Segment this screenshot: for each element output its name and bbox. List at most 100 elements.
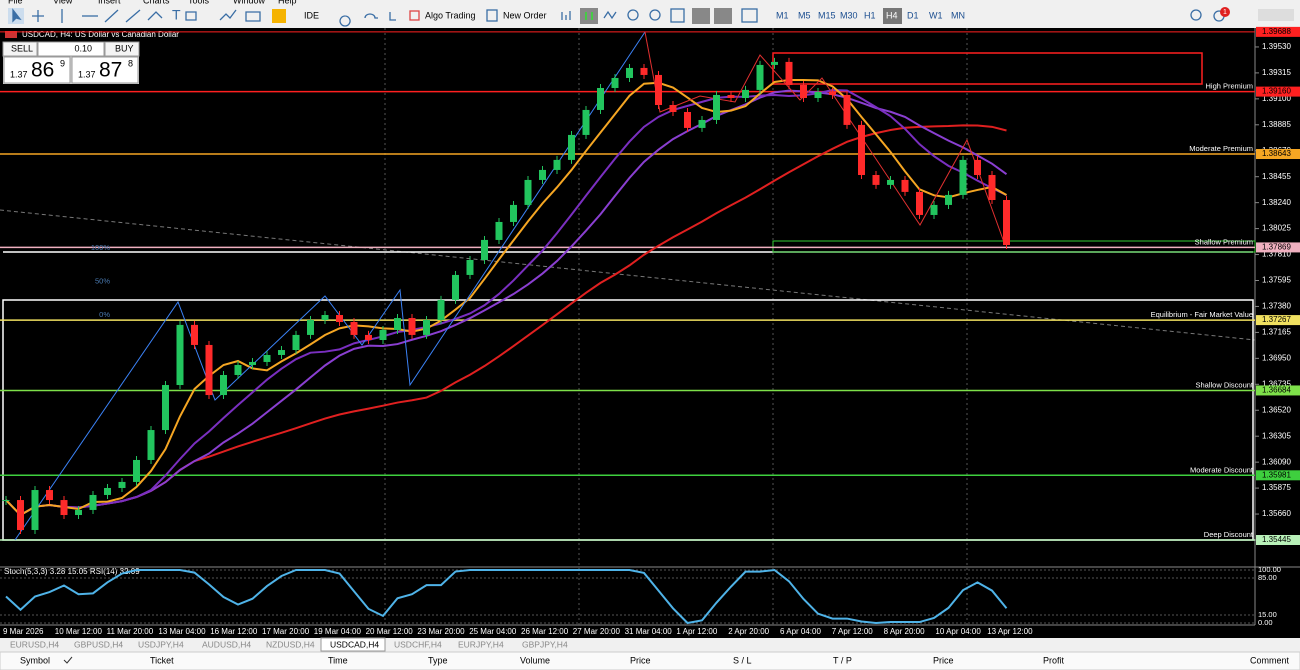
menu-item[interactable]: View: [53, 0, 73, 5]
candle: [495, 221, 503, 240]
candle: [597, 87, 604, 110]
table-column-header[interactable]: Price: [630, 655, 651, 665]
new-order-button[interactable]: New Order: [503, 10, 547, 20]
symbol-tab[interactable]: USDCHF,H4: [394, 639, 442, 649]
toolbar-icons: T: [8, 7, 1294, 27]
level-label: Shallow Discount: [1195, 380, 1253, 389]
indicator-title: Stoch(5,3,3) 3.28 15.05 RSI(14) 32.09: [4, 567, 140, 576]
y-tick-label: 1.35660: [1262, 509, 1291, 518]
timeframe-active: [883, 8, 902, 24]
level-label: Moderate Discount: [1190, 465, 1254, 474]
table-column-header[interactable]: Ticket: [150, 655, 174, 665]
candle: [17, 500, 24, 530]
volume-input[interactable]: 0.10: [74, 43, 92, 53]
timeframe-button[interactable]: H1: [864, 10, 876, 20]
symbol-tab[interactable]: AUDUSD,H4: [202, 639, 251, 649]
candle: [89, 494, 97, 510]
candle: [234, 364, 242, 376]
candle: [350, 322, 358, 335]
candle: [104, 487, 111, 495]
ask-main: 87: [99, 59, 122, 82]
candle: [191, 324, 198, 345]
timeframe-button[interactable]: M1: [776, 10, 789, 20]
candle: [292, 334, 300, 351]
candle: [481, 239, 488, 260]
ide-button[interactable]: IDE: [304, 10, 319, 20]
time-label: 1 Apr 12:00: [676, 627, 717, 636]
candle: [568, 134, 575, 160]
y-tick-label: 1.37380: [1262, 302, 1291, 311]
candle: [930, 204, 938, 215]
table-header-bg: [0, 651, 1300, 670]
ask-big: 1.37: [78, 69, 96, 79]
symbol-tab[interactable]: USDJPY,H4: [138, 639, 184, 649]
candle: [379, 329, 387, 341]
timeframe-button[interactable]: M15: [818, 10, 836, 20]
indicator-tick-label: 85.00: [1258, 573, 1277, 582]
symbol-tab[interactable]: EURUSD,H4: [10, 639, 59, 649]
symbol-tab-active: [320, 637, 386, 652]
table-column-header[interactable]: Time: [328, 655, 348, 665]
level-price-box: [1256, 385, 1300, 396]
timeframe-button[interactable]: W1: [929, 10, 943, 20]
sell-button[interactable]: SELL: [11, 43, 33, 53]
y-tick-label: 1.36090: [1262, 457, 1291, 466]
level-price-box: [1256, 86, 1300, 97]
level-label: Equilibrium - Fair Market Value: [1151, 310, 1253, 319]
candle: [307, 319, 314, 335]
candle: [1003, 199, 1010, 246]
table-column-header[interactable]: T / P: [833, 655, 852, 665]
bid-small: 9: [60, 58, 65, 68]
y-tick-label: 1.38885: [1262, 120, 1291, 129]
candle: [539, 169, 546, 180]
y-tick-label: 1.36735: [1262, 379, 1291, 388]
candle: [510, 204, 517, 222]
candle: [205, 344, 213, 396]
menu-item[interactable]: Insert: [98, 0, 121, 5]
time-label: 6 Apr 04:00: [780, 627, 821, 636]
time-label: 10 Mar 12:00: [55, 627, 103, 636]
candle: [46, 490, 53, 501]
symbol-tab[interactable]: EURJPY,H4: [458, 639, 504, 649]
table-column-header[interactable]: S / L: [733, 655, 752, 665]
timeframe-button[interactable]: M5: [798, 10, 811, 20]
time-label: 26 Mar 12:00: [521, 627, 569, 636]
menu-item[interactable]: Window: [233, 0, 266, 5]
timeframe-button[interactable]: MN: [951, 10, 965, 20]
fib-label: 50%: [95, 276, 110, 285]
table-column-header[interactable]: Price: [933, 655, 954, 665]
menu-item[interactable]: File: [8, 0, 23, 5]
table-column-header[interactable]: Comment: [1250, 655, 1290, 665]
symbol-tab[interactable]: NZDUSD,H4: [266, 639, 315, 649]
buy-button[interactable]: BUY: [115, 43, 134, 53]
candle: [176, 324, 184, 386]
algo-trading-button[interactable]: Algo Trading: [425, 10, 476, 20]
candle: [466, 259, 474, 275]
timeframe-button[interactable]: D1: [907, 10, 919, 20]
symbol-tab[interactable]: GBPUSD,H4: [74, 639, 123, 649]
y-tick-label: 1.37810: [1262, 250, 1291, 259]
time-label: 31 Mar 04:00: [625, 627, 673, 636]
candle: [220, 375, 227, 396]
timeframe-button[interactable]: M30: [840, 10, 858, 20]
fib-label: 100%: [91, 243, 111, 252]
chart-title: USDCAD, H4: US Dollar vs Canadian Dollar: [22, 30, 179, 39]
symbol-tab[interactable]: GBPJPY,H4: [522, 639, 568, 649]
level-label: Moderate Premium: [1189, 144, 1253, 153]
table-column-header[interactable]: Type: [428, 655, 448, 665]
menu-item[interactable]: Tools: [188, 0, 210, 5]
table-column-header[interactable]: Symbol: [20, 655, 50, 665]
notification-badge: [1220, 7, 1230, 17]
moving-average: [5, 78, 1007, 517]
table-column-header[interactable]: Profit: [1043, 655, 1065, 665]
table-column-header[interactable]: Volume: [520, 655, 550, 665]
menu-item[interactable]: Help: [278, 0, 297, 5]
top-price-box: [1256, 26, 1300, 37]
candle: [655, 74, 662, 106]
menu-item[interactable]: Charts: [143, 0, 170, 5]
timeframe-button[interactable]: H4: [886, 10, 898, 20]
symbol-tab[interactable]: USDCAD,H4: [330, 639, 379, 649]
level-label: High Premium: [1205, 82, 1253, 91]
candle: [626, 67, 633, 78]
